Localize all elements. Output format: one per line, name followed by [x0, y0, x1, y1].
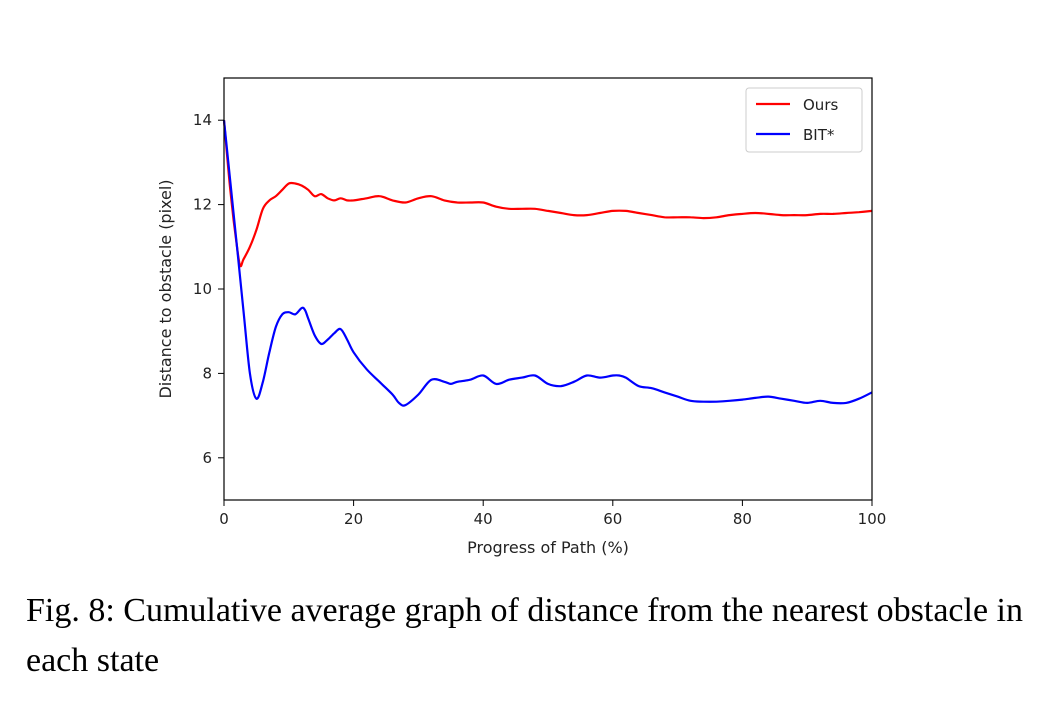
series-line-ours	[222, 120, 873, 268]
x-tick-label: 0	[219, 510, 229, 528]
plot-lines	[222, 120, 873, 407]
y-tick-label: 10	[193, 280, 212, 298]
legend: Ours BIT*	[745, 87, 863, 153]
x-tick-label: 20	[344, 510, 363, 528]
x-axis-title: Progress of Path (%)	[467, 538, 629, 557]
legend-label-ours: Ours	[803, 96, 838, 114]
figure-caption: Fig. 8: Cumulative average graph of dist…	[26, 592, 1024, 679]
x-axis-ticks: 0 20 40 60 80 100	[219, 500, 886, 528]
x-tick-label: 80	[733, 510, 752, 528]
y-axis-ticks: 6 8 10 12 14	[193, 111, 224, 467]
legend-label-bit: BIT*	[803, 126, 835, 144]
x-tick-label: 40	[474, 510, 493, 528]
series-line-bit	[222, 120, 873, 407]
x-tick-label: 60	[603, 510, 622, 528]
y-tick-label: 6	[202, 449, 212, 467]
y-tick-label: 14	[193, 111, 212, 129]
y-axis-title: Distance to obstacle (pixel)	[156, 179, 175, 398]
y-tick-label: 12	[193, 196, 212, 214]
x-tick-label: 100	[858, 510, 887, 528]
y-tick-label: 8	[202, 364, 212, 382]
line-chart: 0 20 40 60 80 100 6 8 10 12 14 Progress of Path (…	[156, 77, 886, 557]
